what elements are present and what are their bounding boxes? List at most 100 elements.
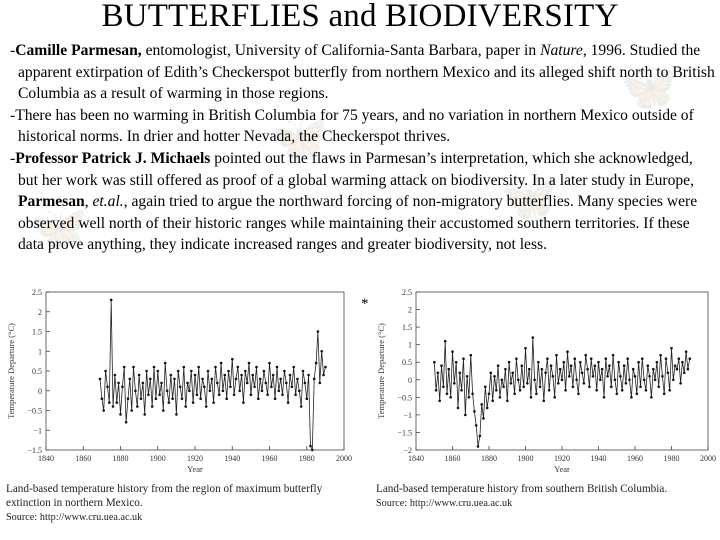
- data-point: [599, 378, 602, 382]
- data-point: [560, 378, 564, 382]
- data-point: [227, 369, 230, 373]
- x-axis-label: Year: [187, 464, 203, 474]
- data-point: [571, 385, 575, 389]
- y-tick-label: −0.5: [27, 407, 42, 416]
- data-point: [145, 369, 148, 373]
- x-tick-label: 1860: [445, 454, 461, 463]
- data-point: [624, 382, 628, 385]
- data-point: [557, 382, 560, 385]
- data-point: [442, 385, 445, 389]
- y-tick-label: 2: [408, 306, 412, 315]
- data-point: [538, 385, 542, 389]
- data-point: [102, 409, 105, 412]
- data-point: [507, 360, 511, 364]
- data-point: [162, 409, 165, 412]
- data-point: [152, 365, 156, 369]
- y-tick-label: −0.5: [397, 393, 412, 402]
- y-tick-label: 0: [408, 376, 412, 385]
- data-point: [589, 357, 593, 360]
- data-point: [485, 406, 489, 410]
- text-segment: -There has been no warming in British Co…: [10, 106, 694, 146]
- data-point: [257, 397, 260, 400]
- data-point: [478, 434, 482, 438]
- data-point: [619, 375, 622, 378]
- data-point: [553, 396, 556, 399]
- data-point: [324, 365, 327, 369]
- data-point: [540, 367, 544, 371]
- data-point: [136, 405, 139, 408]
- data-point: [288, 373, 292, 377]
- data-point: [673, 364, 677, 367]
- data-point: [160, 381, 163, 385]
- data-point: [451, 350, 454, 353]
- y-tick-label: −2: [403, 446, 412, 455]
- data-point: [564, 389, 567, 392]
- data-point: [615, 392, 619, 396]
- data-point: [544, 371, 547, 375]
- figure-northern-mexico: 2.5 2 1.5 1 0.5 0 −0.5 −1 −1.5 1840 1860 1880 1900 19…: [2, 286, 354, 526]
- data-point: [659, 353, 662, 357]
- data-point: [171, 397, 174, 400]
- data-point: [98, 377, 102, 381]
- text-segment: ,: [84, 193, 93, 211]
- data-point: [249, 393, 253, 396]
- text-segment: -: [10, 149, 16, 167]
- data-point: [562, 360, 566, 364]
- data-point: [558, 367, 562, 371]
- data-point: [511, 371, 514, 375]
- data-point: [666, 371, 670, 375]
- data-point: [154, 397, 158, 400]
- data-point: [311, 448, 314, 452]
- data-point: [620, 389, 624, 392]
- caption-text: Land-based temperature history from sout…: [376, 483, 668, 495]
- text-segment: Nature: [540, 42, 583, 59]
- data-point: [193, 373, 197, 377]
- data-point: [613, 378, 617, 382]
- y-tick-label: 1: [38, 347, 42, 356]
- data-point: [642, 378, 646, 382]
- data-point: [316, 330, 320, 333]
- data-point: [597, 360, 600, 364]
- data-point: [566, 350, 569, 353]
- data-point: [608, 364, 611, 367]
- data-point: [186, 381, 189, 385]
- caption-text: Land-based temperature history from the …: [6, 483, 323, 509]
- data-point: [285, 381, 288, 385]
- data-point: [229, 385, 232, 389]
- footnote-star: *: [361, 296, 369, 312]
- x-tick-label: 1880: [113, 454, 129, 463]
- butterfly-watermark-icon: 🦋: [620, 60, 678, 114]
- data-point: [568, 375, 571, 378]
- plot-frame: [415, 291, 709, 451]
- data-point: [513, 392, 516, 396]
- data-point: [453, 382, 456, 385]
- data-point: [482, 417, 485, 420]
- data-point: [670, 346, 673, 350]
- y-tick-label: 0: [38, 387, 42, 396]
- data-point: [611, 353, 615, 357]
- data-point: [646, 364, 650, 367]
- temperature-series-line: [433, 337, 691, 447]
- slide-title: BUTTERFLIES and BIODIVERSITY: [101, 0, 619, 34]
- plot-frame: [45, 291, 345, 451]
- paragraph-parmesan: -Camille Parmesan, entomologist, Univers…: [6, 40, 716, 105]
- x-tick-label: 1940: [224, 454, 240, 463]
- data-point: [677, 357, 681, 360]
- data-point: [460, 389, 463, 392]
- text-segment: et.al.: [92, 193, 124, 211]
- y-tick-label: 1: [408, 341, 412, 350]
- x-axis-label: Year: [554, 464, 570, 474]
- data-point: [119, 413, 122, 416]
- data-point: [668, 389, 671, 392]
- data-point: [245, 381, 249, 385]
- x-tick-label: 1920: [554, 454, 570, 463]
- x-tick-label: 1920: [187, 454, 203, 463]
- paragraph-michaels: -Professor Patrick J. Michaels pointed o…: [6, 148, 716, 256]
- x-tick-label: 1900: [518, 454, 534, 463]
- data-point: [167, 401, 171, 404]
- data-point: [551, 375, 555, 378]
- text-segment: , again tried to argue the northward for…: [18, 193, 698, 254]
- data-point: [655, 360, 659, 364]
- data-point: [631, 367, 635, 371]
